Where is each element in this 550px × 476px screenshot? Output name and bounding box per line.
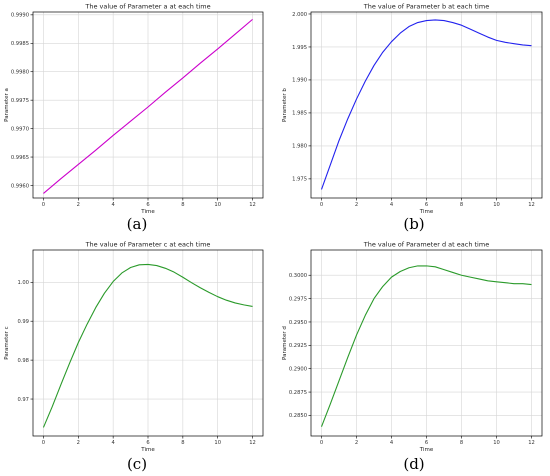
y-tick-label: 0.9980 xyxy=(11,70,29,76)
y-tick-label: 0.98 xyxy=(17,358,29,364)
plot-frame xyxy=(32,11,264,199)
x-tick-label: 10 xyxy=(214,202,221,208)
series-line xyxy=(42,263,253,428)
chart-panel-4: 0 2 4 6 8 10 12 0.2850 0.2875 0.2900 0.2925 0.2950 0… xyxy=(282,241,543,473)
x-tick-label: 4 xyxy=(390,440,394,446)
y-tick-label: 0.9990 xyxy=(11,13,29,19)
x-tick-label: 12 xyxy=(528,440,535,446)
x-tick-label: 6 xyxy=(146,202,149,208)
y-tick-label: 0.2900 xyxy=(289,367,307,373)
x-tick-label: 0 xyxy=(42,202,45,208)
x-tick-label: 2 xyxy=(355,202,358,208)
y-tick-label: 0.9965 xyxy=(11,155,29,161)
y-tick-label: 1.00 xyxy=(17,280,29,286)
subfigure-caption: (a) xyxy=(127,215,148,233)
x-axis-label: Time xyxy=(140,209,155,215)
chart-title: The value of Parameter b at each time xyxy=(363,3,489,11)
x-tick-label: 0 xyxy=(42,440,45,446)
x-tick-label: 12 xyxy=(249,202,256,208)
x-tick-label: 8 xyxy=(460,202,463,208)
plot-frame xyxy=(310,11,543,199)
x-tick-label: 8 xyxy=(181,440,184,446)
y-axis-label: Parameter d xyxy=(282,326,288,360)
series-line xyxy=(320,265,532,427)
chart-title: The value of Parameter a at each time xyxy=(84,3,210,11)
chart-title: The value of Parameter d at each time xyxy=(363,241,489,249)
x-tick-label: 8 xyxy=(181,202,184,208)
subfigure-caption: (c) xyxy=(127,455,147,473)
y-tick-label: 1.980 xyxy=(292,144,307,150)
x-tick-label: 2 xyxy=(355,440,358,446)
series-line xyxy=(320,19,532,190)
y-tick-label: 0.9985 xyxy=(11,41,29,47)
y-tick-label: 2.000 xyxy=(292,12,307,18)
y-axis-label: Parameter b xyxy=(282,88,288,122)
y-tick-label: 1.990 xyxy=(292,78,307,84)
x-axis-label: Time xyxy=(419,447,434,453)
chart-panel-3: 0 2 4 6 8 10 12 0.97 0.98 0.99 1.00 The value of Pa… xyxy=(4,241,264,473)
x-axis-label: Time xyxy=(140,447,155,453)
plot-frame xyxy=(32,249,264,437)
plot-frame xyxy=(310,249,543,437)
x-tick-label: 12 xyxy=(528,202,535,208)
y-tick-label: 0.2975 xyxy=(289,296,307,302)
chart-panel-2: 0 2 4 6 8 10 12 1.975 1.980 1.985 1.990 1.995 2.000 T… xyxy=(282,3,543,233)
y-tick-label: 1.995 xyxy=(292,45,307,51)
y-axis-label: Parameter a xyxy=(4,88,10,122)
y-tick-label: 0.99 xyxy=(17,319,29,325)
x-tick-label: 2 xyxy=(77,440,80,446)
y-tick-label: 0.2850 xyxy=(289,413,307,419)
y-tick-label: 0.2925 xyxy=(289,343,307,349)
y-tick-label: 0.9960 xyxy=(11,183,29,189)
subfigure-caption: (b) xyxy=(403,215,424,233)
x-tick-label: 10 xyxy=(493,440,500,446)
y-tick-label: 0.9970 xyxy=(11,126,29,132)
x-tick-label: 2 xyxy=(77,202,80,208)
series-line xyxy=(43,18,253,194)
y-tick-label: 0.97 xyxy=(17,397,29,403)
subfigure-caption: (d) xyxy=(403,455,424,473)
x-tick-label: 6 xyxy=(425,202,428,208)
x-tick-label: 6 xyxy=(425,440,428,446)
y-tick-label: 0.3000 xyxy=(289,273,307,279)
chart-panel-1: 0 2 4 6 8 10 12 0.9960 0.9965 0.9970 0.9975 0.9980 0… xyxy=(4,3,264,233)
x-tick-label: 8 xyxy=(460,440,463,446)
y-tick-label: 0.2950 xyxy=(289,320,307,326)
x-tick-label: 0 xyxy=(320,440,323,446)
x-tick-label: 6 xyxy=(146,440,149,446)
chart-title: The value of Parameter c at each time xyxy=(85,241,211,249)
x-axis-label: Time xyxy=(419,209,434,215)
x-tick-label: 12 xyxy=(249,440,256,446)
x-tick-label: 4 xyxy=(111,440,115,446)
x-tick-label: 10 xyxy=(214,440,221,446)
y-tick-label: 1.975 xyxy=(292,177,307,183)
chart-panels: 0 2 4 6 8 10 120.99600.99650.99700.99750.99800… xyxy=(4,3,543,473)
y-tick-label: 1.985 xyxy=(292,111,307,117)
x-tick-label: 4 xyxy=(111,202,115,208)
x-tick-label: 0 xyxy=(320,202,323,208)
y-tick-label: 0.2875 xyxy=(289,390,307,396)
x-tick-label: 10 xyxy=(493,202,500,208)
y-axis-label: Parameter c xyxy=(4,326,10,359)
x-tick-label: 4 xyxy=(390,202,394,208)
y-tick-label: 0.9975 xyxy=(11,98,29,104)
